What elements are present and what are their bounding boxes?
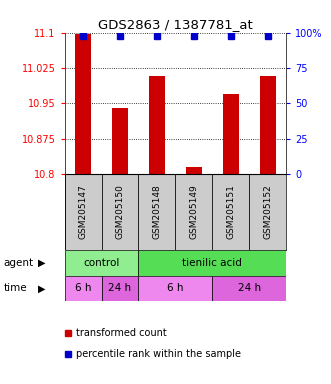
Bar [260, 76, 276, 174]
Text: transformed count: transformed count [76, 328, 167, 338]
Bar [102, 275, 138, 301]
Bar [138, 250, 286, 275]
Text: agent: agent [3, 258, 33, 268]
Bar [213, 174, 249, 250]
Text: 24 h: 24 h [238, 283, 261, 293]
Bar [138, 174, 175, 250]
Bar [102, 174, 138, 250]
Text: GSM205149: GSM205149 [189, 184, 198, 239]
Text: 6 h: 6 h [75, 283, 91, 293]
Bar [249, 174, 286, 250]
Text: 24 h: 24 h [109, 283, 131, 293]
Text: percentile rank within the sample: percentile rank within the sample [76, 349, 241, 359]
Text: GSM205151: GSM205151 [226, 184, 235, 239]
Text: GSM205147: GSM205147 [78, 184, 87, 239]
Bar [112, 108, 128, 174]
Text: tienilic acid: tienilic acid [182, 258, 242, 268]
Bar [65, 174, 102, 250]
Bar [65, 250, 138, 275]
Bar [186, 167, 202, 174]
Bar [138, 275, 213, 301]
Text: control: control [83, 258, 120, 268]
Text: time: time [3, 283, 27, 293]
Text: ▶: ▶ [38, 258, 46, 268]
Bar [175, 174, 213, 250]
Title: GDS2863 / 1387781_at: GDS2863 / 1387781_at [98, 18, 253, 31]
Bar [149, 76, 165, 174]
Bar [213, 275, 286, 301]
Text: 6 h: 6 h [167, 283, 184, 293]
Bar [222, 94, 239, 174]
Text: ▶: ▶ [38, 283, 46, 293]
Bar [65, 275, 102, 301]
Text: GSM205150: GSM205150 [116, 184, 124, 239]
Text: GSM205148: GSM205148 [153, 184, 162, 239]
Bar [75, 33, 91, 174]
Text: GSM205152: GSM205152 [263, 184, 272, 239]
